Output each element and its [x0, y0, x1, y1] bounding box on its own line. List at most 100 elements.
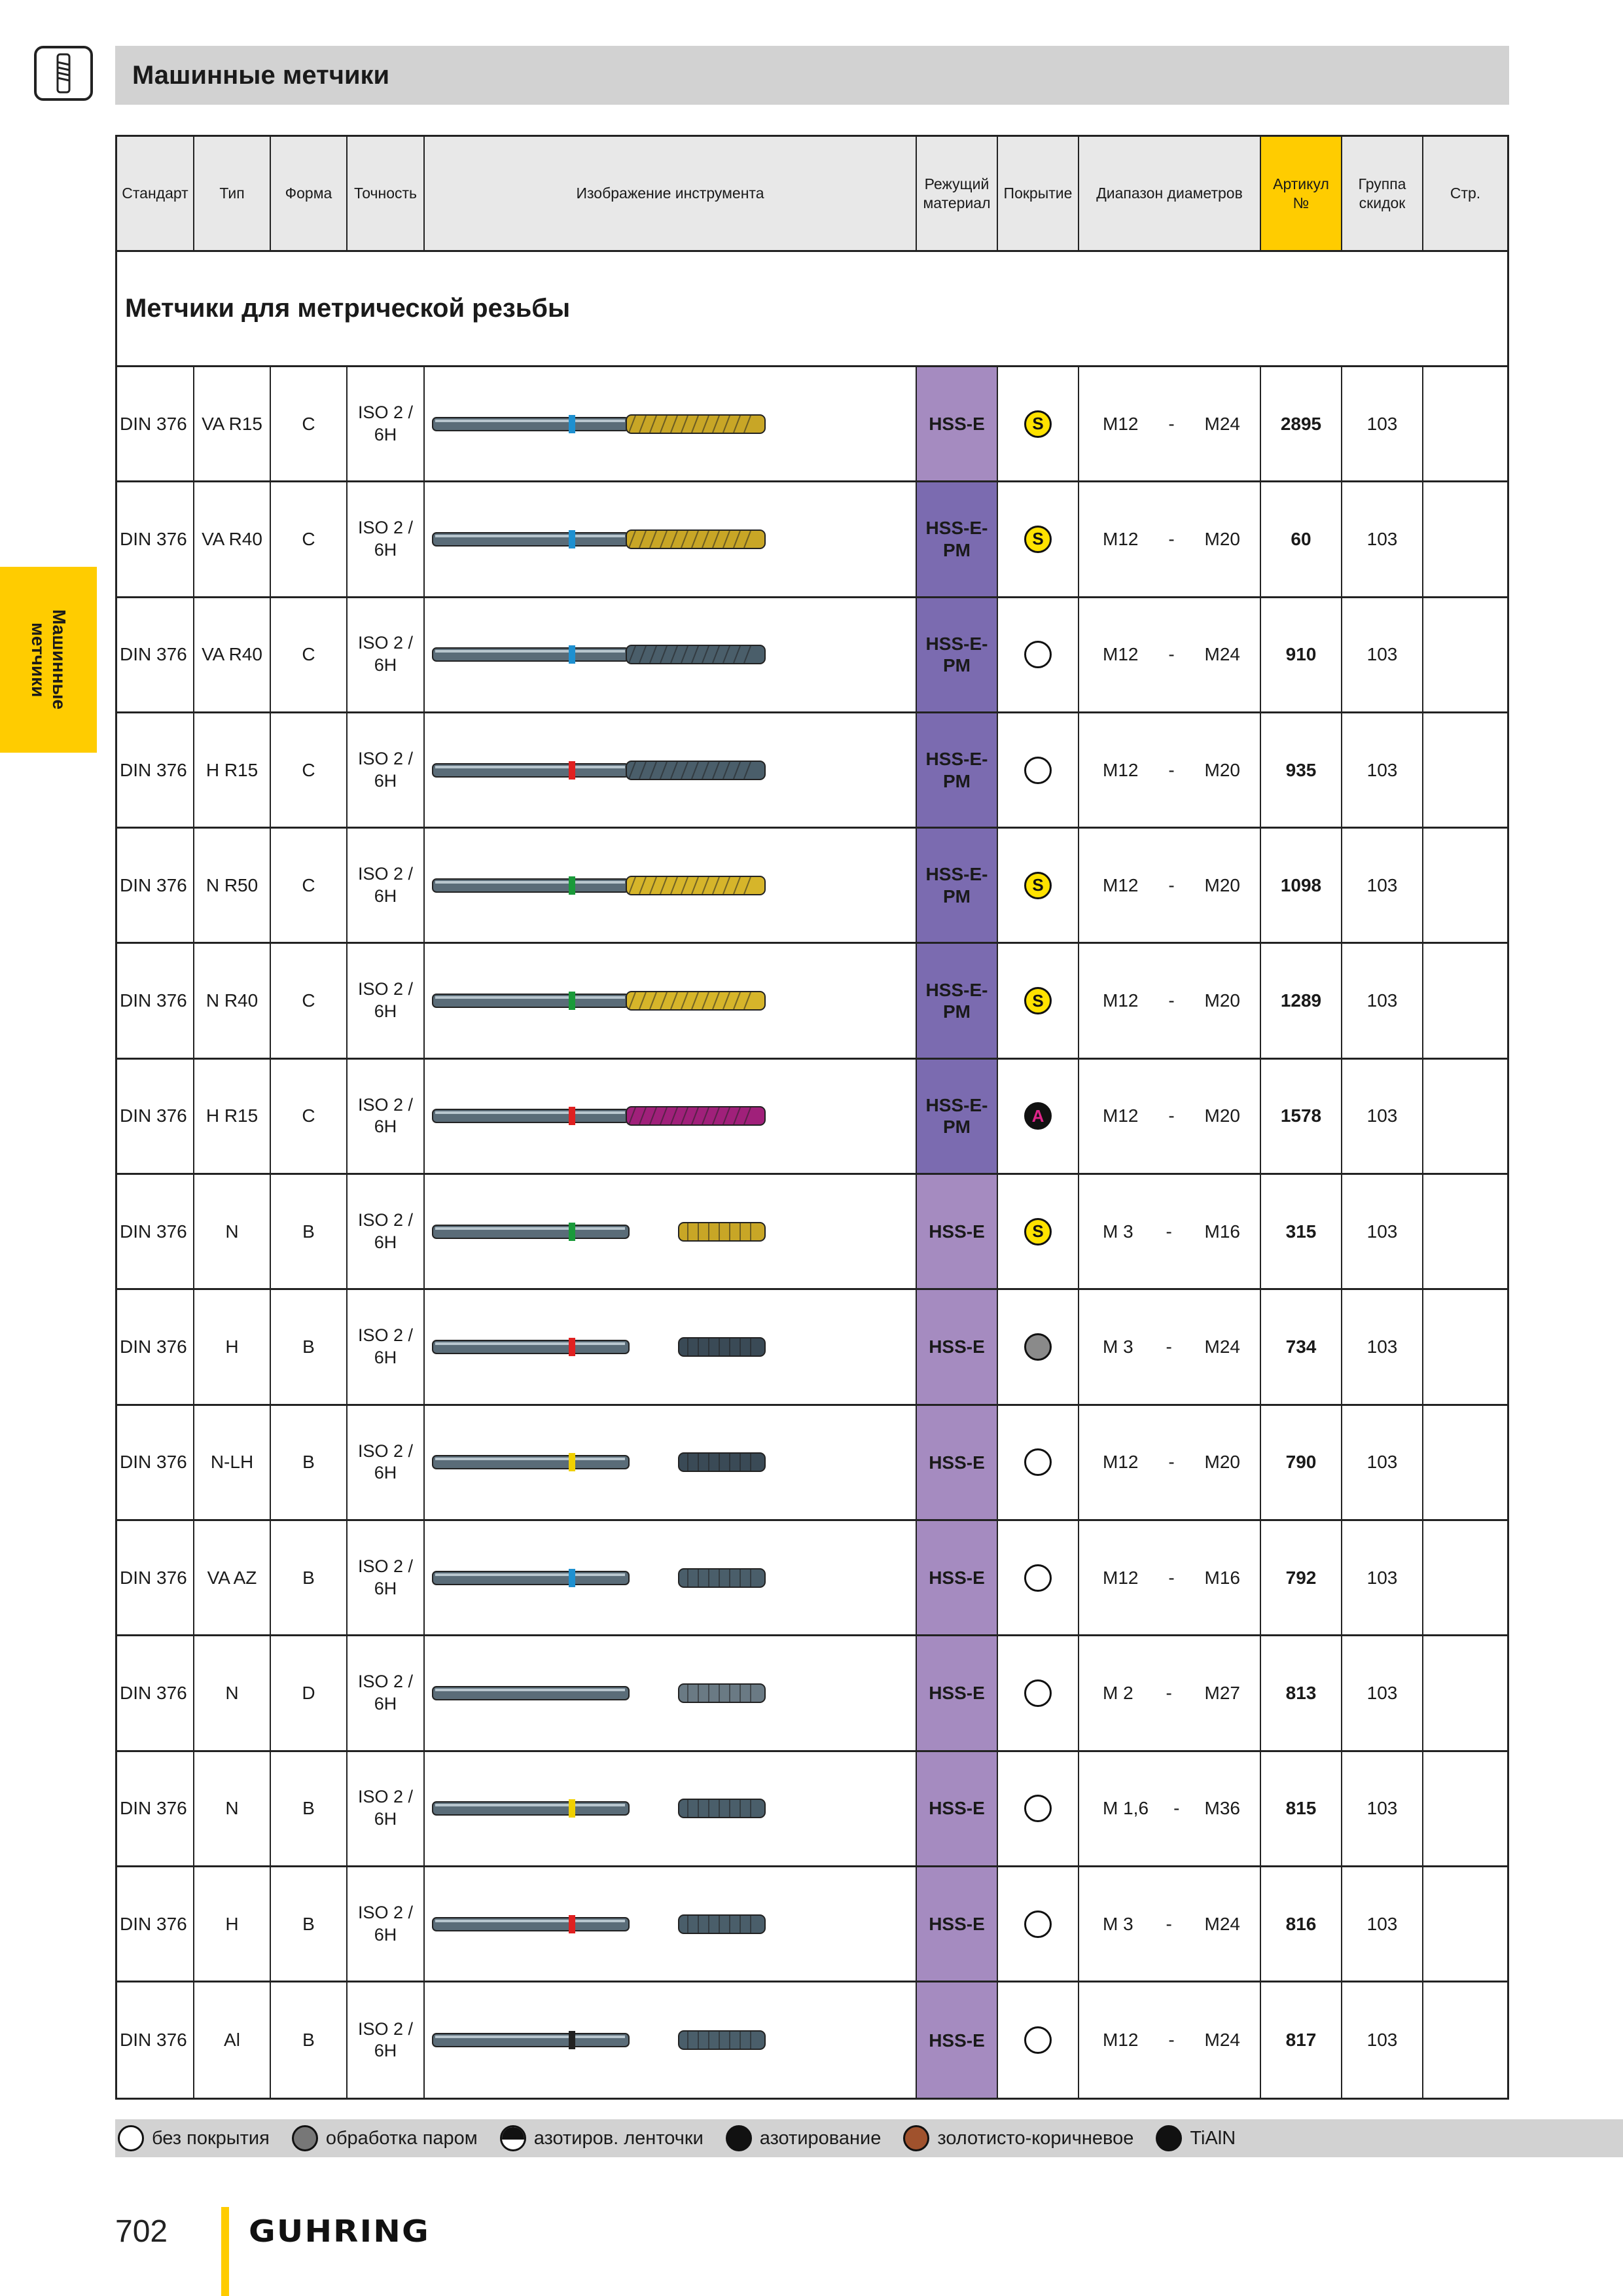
range-dash: - [1168, 1452, 1175, 1473]
cell-article[interactable]: 813 [1261, 1636, 1342, 1750]
cell-discount: 103 [1342, 1405, 1423, 1519]
cell-type: VA AZ [194, 1520, 271, 1635]
cell-coating: S [998, 367, 1079, 481]
legend-steam-icon [291, 2125, 318, 2151]
cell-article[interactable]: 734 [1261, 1290, 1342, 1404]
coating-icon [1024, 1564, 1052, 1592]
table-row[interactable]: DIN 376 VA AZ B ISO 2 / 6H HSS-E M12 - M16 792 10… [117, 1520, 1507, 1637]
cell-article[interactable]: 1098 [1261, 829, 1342, 942]
cell-range: M12 - M20 [1079, 944, 1261, 1058]
table-row[interactable]: DIN 376 N R40 C ISO 2 / 6H HSS-E-PM S M12 - M20 1… [117, 944, 1507, 1060]
cell-article[interactable]: 817 [1261, 1982, 1342, 2098]
cell-type: H R15 [194, 1059, 271, 1174]
cell-type: N-LH [194, 1405, 271, 1519]
cell-article[interactable]: 910 [1261, 598, 1342, 711]
side-tab[interactable]: Машинные метчики [0, 567, 97, 753]
cell-discount: 103 [1342, 713, 1423, 827]
range-dash: - [1166, 1913, 1172, 1934]
legend-label: без покрытия [152, 2127, 270, 2149]
table-row[interactable]: DIN 376 VA R15 C ISO 2 / 6H HSS-E S M12 - M24 289… [117, 367, 1507, 483]
legend-label: обработка паром [325, 2127, 478, 2149]
table-row[interactable]: DIN 376 N R50 C ISO 2 / 6H HSS-E-PM S M12 - M20 1… [117, 829, 1507, 944]
table-row[interactable]: DIN 376 N-LH B ISO 2 / 6H HSS-E M12 - M20 790 103 [117, 1405, 1507, 1521]
cell-coating [998, 713, 1079, 827]
cell-range: M12 - M20 [1079, 1405, 1261, 1519]
page-number: 702 [115, 2214, 168, 2249]
cell-tool-image [425, 1059, 917, 1174]
cell-standard: DIN 376 [117, 1405, 194, 1519]
tap-image [432, 760, 766, 780]
cell-material: HSS-E [917, 1290, 998, 1404]
tap-image [432, 2030, 766, 2051]
cell-material: HSS-E [917, 1982, 998, 2098]
cell-page [1423, 1060, 1507, 1173]
legend-label: азотиров. ленточки [533, 2127, 704, 2149]
cell-article[interactable]: 1289 [1261, 944, 1342, 1058]
coating-icon [1024, 1910, 1052, 1938]
table-row[interactable]: DIN 376 VA R40 C ISO 2 / 6H HSS-E-PM S M12 - M20… [117, 482, 1507, 598]
cell-article[interactable]: 2895 [1261, 367, 1342, 481]
range-to: M24 [1204, 413, 1240, 434]
table-row[interactable]: DIN 376 H B ISO 2 / 6H HSS-E M 3 - M24 816 103 [117, 1867, 1507, 1983]
cell-article[interactable]: 792 [1261, 1520, 1342, 1635]
cell-form: C [271, 598, 348, 711]
table-row[interactable]: DIN 376 VA R40 C ISO 2 / 6H HSS-E-PM M12 - M24 9… [117, 598, 1507, 713]
col-standard: Стандарт [117, 137, 194, 250]
cell-coating [998, 1405, 1079, 1519]
cell-discount: 103 [1342, 944, 1423, 1058]
cell-article[interactable]: 315 [1261, 1175, 1342, 1289]
cell-tolerance: ISO 2 / 6H [348, 1867, 425, 1981]
col-form: Форма [271, 137, 348, 250]
range-dash: - [1166, 1682, 1172, 1703]
cell-material: HSS-E [917, 1867, 998, 1981]
range-from: M12 [1103, 644, 1139, 665]
cell-article[interactable]: 816 [1261, 1867, 1342, 1981]
cell-type: H R15 [194, 713, 271, 827]
legend-item: обработка паром [291, 2125, 478, 2151]
cell-discount: 103 [1342, 1175, 1423, 1289]
cell-article[interactable]: 1578 [1261, 1059, 1342, 1174]
coating-icon [1024, 1795, 1052, 1823]
cell-tool-image [425, 1982, 917, 2098]
cell-range: M 2 - M27 [1079, 1636, 1261, 1750]
cell-coating: S [998, 944, 1079, 1058]
cell-tool-image [425, 482, 917, 596]
range-to: M16 [1204, 1567, 1240, 1588]
cell-article[interactable]: 60 [1261, 482, 1342, 596]
legend-label: золотисто-коричневое [937, 2127, 1134, 2149]
cell-tolerance: ISO 2 / 6H [348, 1751, 425, 1865]
cell-tool-image [425, 829, 917, 942]
tap-image [432, 1799, 766, 1819]
range-to: M36 [1204, 1798, 1240, 1819]
cell-form: B [271, 1982, 348, 2098]
table-row[interactable]: DIN 376 N D ISO 2 / 6H HSS-E M 2 - M27 813 103 [117, 1636, 1507, 1752]
table-row[interactable]: DIN 376 H R15 C ISO 2 / 6H HSS-E-PM A M12 - M20 1… [117, 1059, 1507, 1175]
table-row[interactable]: DIN 376 H R15 C ISO 2 / 6H HSS-E-PM M12 - M20 93… [117, 713, 1507, 829]
cell-tolerance: ISO 2 / 6H [348, 482, 425, 596]
table-row[interactable]: DIN 376 Al B ISO 2 / 6H HSS-E M12 - M24 817 103 [117, 1982, 1507, 2098]
cell-tool-image [425, 1636, 917, 1750]
legend-item: без покрытия [118, 2125, 270, 2151]
coating-icon [1024, 641, 1052, 669]
cell-range: M12 - M24 [1079, 1982, 1261, 2098]
range-from: M 3 [1103, 1221, 1133, 1242]
cell-article[interactable]: 815 [1261, 1751, 1342, 1865]
range-dash: - [1168, 2030, 1175, 2051]
table-row[interactable]: DIN 376 N B ISO 2 / 6H HSS-E S M 3 - M16 315 103 [117, 1175, 1507, 1291]
cell-page [1423, 1406, 1507, 1519]
range-from: M 3 [1103, 1336, 1133, 1357]
cell-discount: 103 [1342, 1751, 1423, 1865]
cell-coating [998, 1867, 1079, 1981]
coating-icon [1024, 1448, 1052, 1477]
cell-form: C [271, 1059, 348, 1174]
range-from: M12 [1103, 1105, 1139, 1126]
cell-article[interactable]: 790 [1261, 1405, 1342, 1519]
tap-image [432, 1337, 766, 1357]
legend-item: азотирование [725, 2125, 881, 2151]
col-coating: Покрытие [998, 137, 1079, 250]
table-row[interactable]: DIN 376 H B ISO 2 / 6H HSS-E M 3 - M24 734 103 [117, 1290, 1507, 1406]
table-row[interactable]: DIN 376 N B ISO 2 / 6H HSS-E M 1,6 - M36 815 103 [117, 1751, 1507, 1867]
cell-article[interactable]: 935 [1261, 713, 1342, 827]
cell-discount: 103 [1342, 598, 1423, 711]
col-discount: Группа скидок [1342, 137, 1423, 250]
